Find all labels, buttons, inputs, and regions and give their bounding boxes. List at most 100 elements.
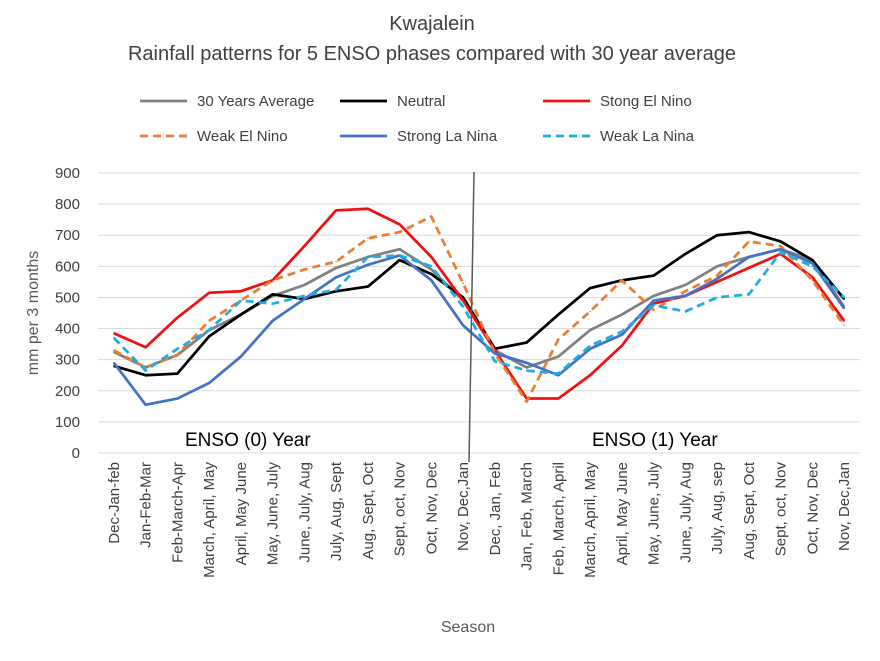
x-tick-label: Dec, Jan, Feb bbox=[487, 462, 504, 555]
data-point-stong-el-nino bbox=[398, 223, 401, 226]
data-point-neutral bbox=[367, 285, 369, 288]
x-tick-label: Nov, Dec,Jan bbox=[836, 462, 853, 551]
data-point-strong-la-nina bbox=[748, 256, 750, 258]
data-point-stong-el-nino bbox=[176, 316, 179, 319]
y-tick-label: 300 bbox=[55, 352, 80, 369]
gridlines bbox=[98, 172, 860, 454]
data-point-strong-la-nina bbox=[462, 324, 464, 327]
legend-label-weak-el-nino: Weak El Nino bbox=[197, 128, 288, 145]
series-line-neutral bbox=[113, 230, 846, 377]
x-tick-label: March, April, May bbox=[201, 462, 218, 578]
data-point-weak-la-nina bbox=[779, 251, 782, 254]
x-tick-label: Aug, Sept, Oct bbox=[741, 461, 758, 559]
data-point-weak-el-nino bbox=[271, 279, 274, 282]
x-tick-label: March, April, May bbox=[582, 462, 599, 578]
x-tick-label: Aug, Sept, Oct bbox=[360, 461, 377, 559]
data-point-weak-la-nina bbox=[430, 265, 433, 268]
annotation-enso-0: ENSO (0) Year bbox=[185, 430, 311, 451]
data-point-stong-el-nino bbox=[113, 332, 115, 335]
legend-label-neutral: Neutral bbox=[397, 93, 445, 110]
data-point-weak-la-nina bbox=[494, 360, 496, 363]
data-point-weak-la-nina bbox=[684, 310, 687, 313]
data-point-weak-el-nino bbox=[335, 260, 337, 263]
data-point-stong-el-nino bbox=[208, 291, 210, 294]
data-point-30-years-average bbox=[335, 267, 337, 269]
data-point-strong-la-nina bbox=[652, 299, 655, 302]
x-tick-label: Jan, Feb, March bbox=[519, 462, 536, 570]
data-point-strong-la-nina bbox=[271, 319, 274, 322]
data-point-weak-la-nina bbox=[843, 296, 845, 299]
data-point-neutral bbox=[557, 313, 560, 316]
data-point-weak-el-nino bbox=[716, 274, 718, 277]
data-point-30-years-average bbox=[303, 284, 306, 286]
y-tick-label: 500 bbox=[55, 289, 80, 306]
x-tick-label: Feb, March, April bbox=[550, 462, 567, 575]
data-point-30-years-average bbox=[589, 329, 591, 331]
data-point-weak-la-nina bbox=[113, 337, 115, 339]
x-tick-label: May, June, July bbox=[646, 462, 663, 566]
data-point-strong-la-nina bbox=[430, 279, 433, 282]
data-point-stong-el-nino bbox=[303, 245, 306, 247]
data-point-weak-la-nina bbox=[462, 305, 464, 308]
data-point-weak-el-nino bbox=[525, 400, 528, 403]
data-point-30-years-average bbox=[684, 284, 687, 286]
data-point-weak-la-nina bbox=[144, 369, 147, 372]
data-point-neutral bbox=[176, 372, 179, 375]
data-point-weak-el-nino bbox=[462, 282, 464, 285]
data-point-neutral bbox=[271, 293, 274, 296]
data-point-neutral bbox=[716, 234, 718, 237]
data-point-strong-la-nina bbox=[303, 298, 306, 300]
data-point-strong-la-nina bbox=[525, 361, 528, 364]
data-point-weak-la-nina bbox=[748, 293, 750, 296]
series-line-stong-el-nino bbox=[113, 207, 846, 400]
data-point-weak-la-nina bbox=[621, 330, 623, 333]
y-tick-label: 600 bbox=[55, 258, 80, 275]
data-point-weak-el-nino bbox=[208, 319, 210, 322]
data-point-30-years-average bbox=[557, 355, 560, 358]
data-point-weak-la-nina bbox=[335, 288, 337, 291]
data-point-weak-el-nino bbox=[811, 279, 814, 282]
data-point-neutral bbox=[430, 273, 433, 275]
y-tick-label: 100 bbox=[55, 414, 80, 431]
data-point-weak-el-nino bbox=[652, 309, 655, 311]
chart-subtitle: Rainfall patterns for 5 ENSO phases comp… bbox=[128, 43, 736, 65]
data-point-strong-la-nina bbox=[335, 276, 337, 279]
data-point-weak-el-nino bbox=[113, 349, 115, 352]
data-point-stong-el-nino bbox=[811, 276, 814, 279]
data-point-neutral bbox=[748, 231, 750, 233]
data-point-strong-la-nina bbox=[367, 263, 369, 266]
data-point-stong-el-nino bbox=[843, 319, 845, 322]
x-tick-label: July, Aug, sep bbox=[709, 462, 726, 554]
data-point-weak-el-nino bbox=[557, 338, 560, 341]
data-point-30-years-average bbox=[430, 268, 433, 271]
data-point-strong-la-nina bbox=[779, 248, 782, 251]
data-point-neutral bbox=[208, 335, 210, 338]
data-point-strong-la-nina bbox=[176, 397, 179, 400]
data-point-stong-el-nino bbox=[462, 299, 464, 302]
data-point-stong-el-nino bbox=[430, 256, 433, 258]
data-point-weak-la-nina bbox=[303, 295, 306, 297]
x-tick-label: April, May June bbox=[233, 462, 250, 565]
data-point-weak-el-nino bbox=[303, 268, 306, 271]
data-point-neutral bbox=[525, 341, 528, 344]
y-tick-label: 400 bbox=[55, 321, 80, 338]
legend-label-30-years-average: 30 Years Average bbox=[197, 93, 314, 110]
data-point-weak-la-nina bbox=[271, 302, 274, 305]
y-tick-label: 900 bbox=[55, 165, 80, 182]
data-point-weak-la-nina bbox=[811, 265, 814, 268]
x-tick-label: Jan-Feb-Mar bbox=[138, 462, 155, 548]
data-point-neutral bbox=[684, 253, 687, 255]
data-point-stong-el-nino bbox=[716, 281, 718, 283]
data-point-strong-la-nina bbox=[144, 403, 147, 406]
x-tick-label: Oct, Nov, Dec bbox=[423, 462, 440, 555]
data-point-neutral bbox=[144, 374, 147, 377]
data-point-strong-la-nina bbox=[589, 347, 591, 350]
x-tick-label: Sept, oct, Nov bbox=[392, 462, 409, 557]
legend-label-strong-la-nina: Strong La Nina bbox=[397, 128, 498, 145]
series-line-strong-la-nina bbox=[112, 247, 846, 407]
y-tick-label: 0 bbox=[72, 445, 80, 462]
series-lines bbox=[112, 207, 846, 407]
data-point-weak-el-nino bbox=[398, 231, 401, 233]
data-point-30-years-average bbox=[398, 248, 401, 251]
